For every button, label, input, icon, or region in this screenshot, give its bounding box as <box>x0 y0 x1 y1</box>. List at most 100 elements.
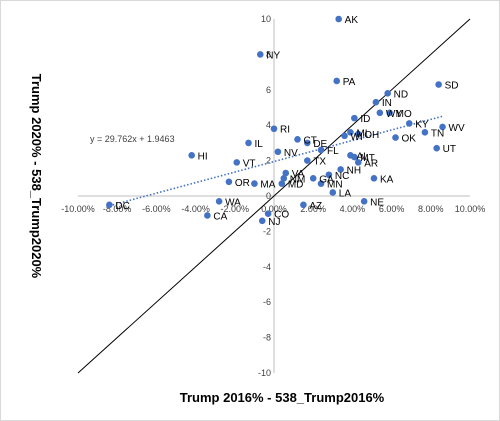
point-label-ak: AK <box>345 15 359 26</box>
y-tick-label: 10 <box>261 14 271 24</box>
data-point-mo <box>386 109 393 117</box>
data-point-wv <box>439 123 446 131</box>
data-point-nc <box>325 171 333 179</box>
data-point-ut <box>433 144 440 152</box>
point-label-al: AL <box>356 151 369 162</box>
point-label-in: IN <box>382 98 392 109</box>
x-tick-label: -4.00% <box>181 204 210 214</box>
y-tick-label: 2 <box>266 156 271 166</box>
data-point-ar <box>354 159 362 166</box>
point-label-ne: NE <box>370 197 384 208</box>
x-tick-label: 10.00% <box>455 204 486 214</box>
x-tick-label: 2.00% <box>300 204 326 214</box>
point-label-id: ID <box>360 114 370 125</box>
point-label-wa: WA <box>225 197 241 208</box>
x-tick-label: -10.00% <box>61 204 95 214</box>
point-label-nm: NM <box>290 174 306 185</box>
y-tick-label: -8 <box>263 333 271 343</box>
y-tick-label: 4 <box>266 120 271 130</box>
point-label-ca: CA <box>213 211 227 222</box>
point-label-ct: CT <box>304 135 317 146</box>
data-point-tx <box>304 157 311 164</box>
trendline <box>109 115 443 207</box>
point-label-ka: KA <box>380 174 394 185</box>
point-label-nd: ND <box>394 89 408 100</box>
data-point-hi <box>188 151 195 159</box>
data-point-or <box>225 178 233 186</box>
reference-line-y-equals-x <box>77 18 471 374</box>
data-point-wy <box>376 109 384 117</box>
data-point-ok <box>392 134 399 141</box>
point-label-nj: NJ <box>268 217 280 228</box>
x-tick-label: -8.00% <box>103 204 132 214</box>
point-label-ga: GA <box>319 174 334 185</box>
x-tick-label: 4.00% <box>340 204 366 214</box>
point-label-ar: AR <box>364 158 378 169</box>
data-point-pa <box>333 77 341 85</box>
point-label-mt: MT <box>360 153 374 164</box>
point-label-ny: NY <box>266 50 280 61</box>
point-label-de: DE <box>313 139 327 150</box>
point-label-ky: KY <box>415 119 429 130</box>
data-point-ky <box>405 120 413 127</box>
data-point-sd <box>435 81 442 88</box>
point-label-tn: TN <box>431 128 444 139</box>
y-tick-label: 0 <box>266 191 271 201</box>
data-point-in <box>372 98 380 106</box>
x-axis-title: Trump 2016% - 538_Trump2016% <box>180 390 385 405</box>
data-point-vt <box>233 159 241 166</box>
data-points <box>106 15 446 225</box>
data-point-il <box>245 139 252 147</box>
point-label-tx: TX <box>313 157 326 168</box>
point-label-nv: NV <box>284 148 298 159</box>
data-point-nj <box>258 217 266 225</box>
data-point-md <box>278 180 286 187</box>
point-label-az: AZ <box>309 201 322 212</box>
y-tick-label: -4 <box>263 262 271 272</box>
point-label-sd: SD <box>445 80 459 91</box>
point-label-va: VA <box>292 169 305 180</box>
data-point-ka <box>370 175 378 182</box>
point-label-dc: DC <box>115 201 129 212</box>
x-tick-label: -2.00% <box>221 204 250 214</box>
data-point-fl <box>317 146 325 154</box>
point-label-mi: MI <box>356 128 367 139</box>
point-label-nc: NC <box>335 171 349 182</box>
data-point-nm <box>280 175 288 182</box>
x-tick-label: 8.00% <box>418 204 444 214</box>
data-point-mt <box>351 153 358 161</box>
point-label-fl: FL <box>327 146 339 157</box>
point-label-hi: HI <box>198 151 208 162</box>
point-label-ri: RI <box>280 125 290 136</box>
point-label-wy: WY <box>386 109 402 120</box>
point-label-oh: OH <box>364 130 379 141</box>
data-point-ct <box>294 136 301 143</box>
point-label-md: MD <box>288 180 304 191</box>
data-point-tn <box>421 128 429 136</box>
data-point-nd <box>384 90 391 97</box>
data-point-ny <box>256 51 264 58</box>
y-tick-label: 6 <box>266 85 271 95</box>
point-label-nh: NH <box>347 165 361 176</box>
point-label-co: CO <box>274 210 289 221</box>
data-point-dc <box>106 201 113 209</box>
x-tick-labels: -10.00% -8.00% -6.00% -4.00% -2.00% 0.00% 2.00… <box>61 204 485 214</box>
data-point-nv <box>274 148 282 156</box>
point-label-wi: WI <box>351 132 363 143</box>
data-point-ca <box>204 212 211 219</box>
x-tick-label: 0.00% <box>261 204 287 214</box>
point-label-or: OR <box>235 178 250 189</box>
point-label-il: IL <box>255 139 264 150</box>
data-point-wi <box>341 132 348 140</box>
point-label-ma: MA <box>260 180 275 191</box>
y-tick-label: -10 <box>258 368 271 378</box>
point-label-mn: MN <box>327 180 343 191</box>
point-label-vt: VT <box>243 158 256 169</box>
data-point-la <box>329 189 337 196</box>
data-point-mi <box>347 128 354 136</box>
y-tick-label: -2 <box>263 226 271 236</box>
data-point-oh <box>354 130 362 138</box>
trendline-equation: y = 29.762x + 1.9463 <box>90 134 175 144</box>
